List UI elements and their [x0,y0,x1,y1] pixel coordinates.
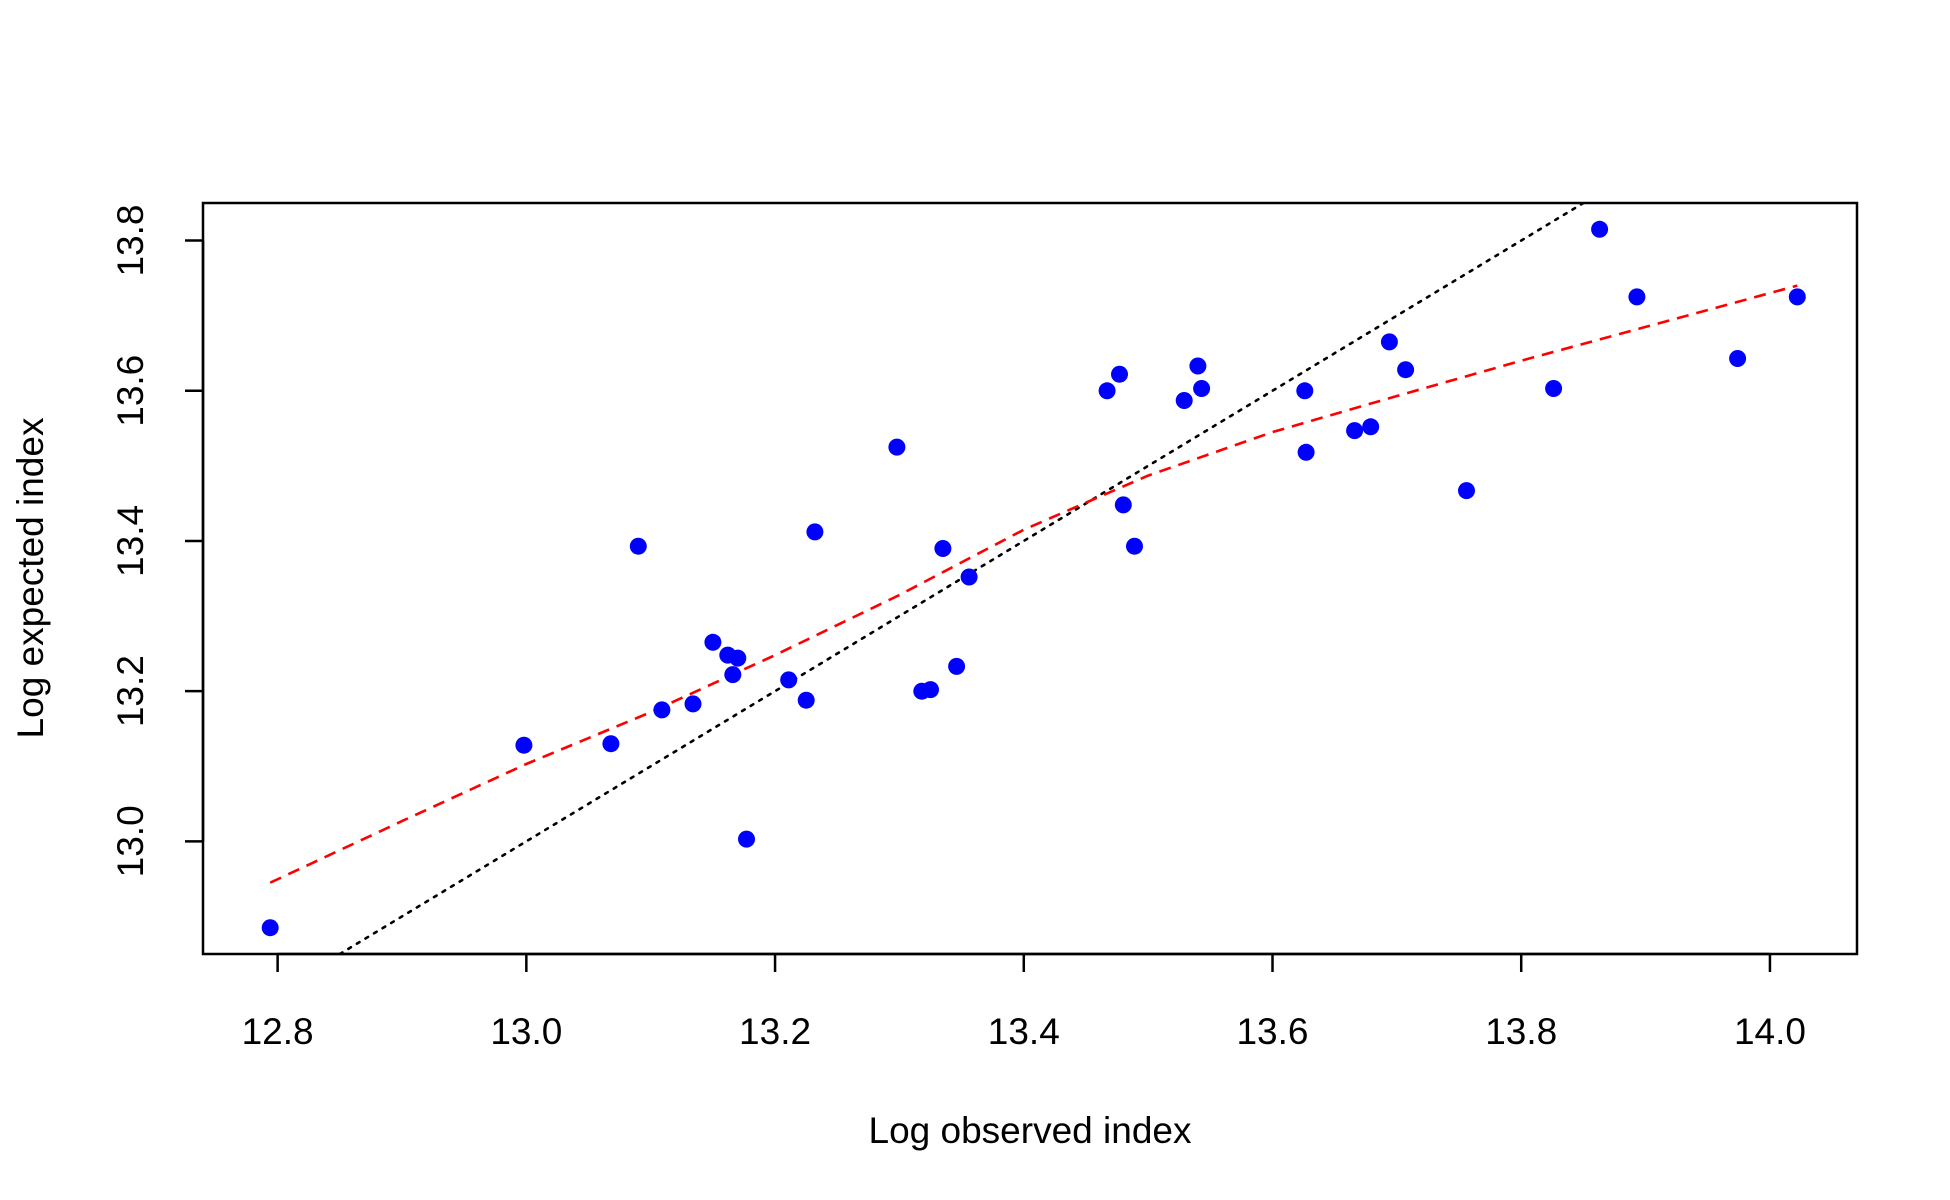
data-point [1729,350,1747,367]
data-point [704,633,722,651]
data-point [1114,496,1132,514]
y-tick-label: 13.2 [110,655,151,727]
data-point [780,671,798,689]
x-tick-label: 13.4 [988,1011,1060,1052]
data-point [797,691,815,709]
data-point [960,568,978,586]
data-point [1591,220,1609,238]
data-point [1297,443,1315,461]
x-axis-title: Log observed index [869,1110,1192,1151]
data-point [261,919,279,937]
data-point [1397,361,1415,379]
data-point [684,695,702,713]
y-tick-label: 13.4 [110,505,151,577]
data-point [1362,418,1380,436]
smooth-fit-line [269,284,1798,884]
data-point [1346,422,1364,440]
data-point [934,540,952,557]
x-tick-label: 12.8 [242,1011,314,1052]
data-point [729,649,747,667]
data-point [1788,288,1806,306]
data-point [724,666,742,684]
data-point [653,701,671,719]
data-point [888,438,906,456]
x-tick-label: 13.6 [1236,1011,1308,1052]
data-point [922,681,939,699]
data-point [602,735,620,753]
y-tick-label: 13.0 [110,805,151,877]
y-tick-label: 13.8 [110,205,151,277]
y-axis-title: Log expected index [10,417,51,738]
x-tick-label: 14.0 [1734,1011,1806,1052]
data-point [738,830,755,848]
data-point [1126,537,1143,555]
data-point [1175,392,1193,409]
y-axis: 13.0 13.2 13.4 13.6 13.8 [110,205,205,877]
x-tick-label: 13.2 [739,1011,811,1052]
data-point [1458,482,1475,500]
plot-frame [201,201,1859,956]
data-point [515,736,533,754]
data-point [1380,333,1398,351]
data-point [1111,365,1128,383]
data-point [1296,382,1314,400]
data-point [1193,380,1211,397]
x-axis: 12.8 13.0 13.2 13.4 13.6 13.8 14.0 [242,952,1806,1052]
y-tick-label: 13.6 [110,355,151,427]
data-point [629,537,647,555]
data-point [1545,380,1563,397]
x-tick-label: 13.8 [1485,1011,1557,1052]
data-point [948,657,966,675]
data-point [806,523,824,541]
data-point [1189,357,1207,375]
x-tick-label: 13.0 [490,1011,562,1052]
data-point [1628,288,1646,306]
data-point [1098,382,1116,400]
reference-line [338,203,1585,954]
plot-area-content [261,203,1806,954]
